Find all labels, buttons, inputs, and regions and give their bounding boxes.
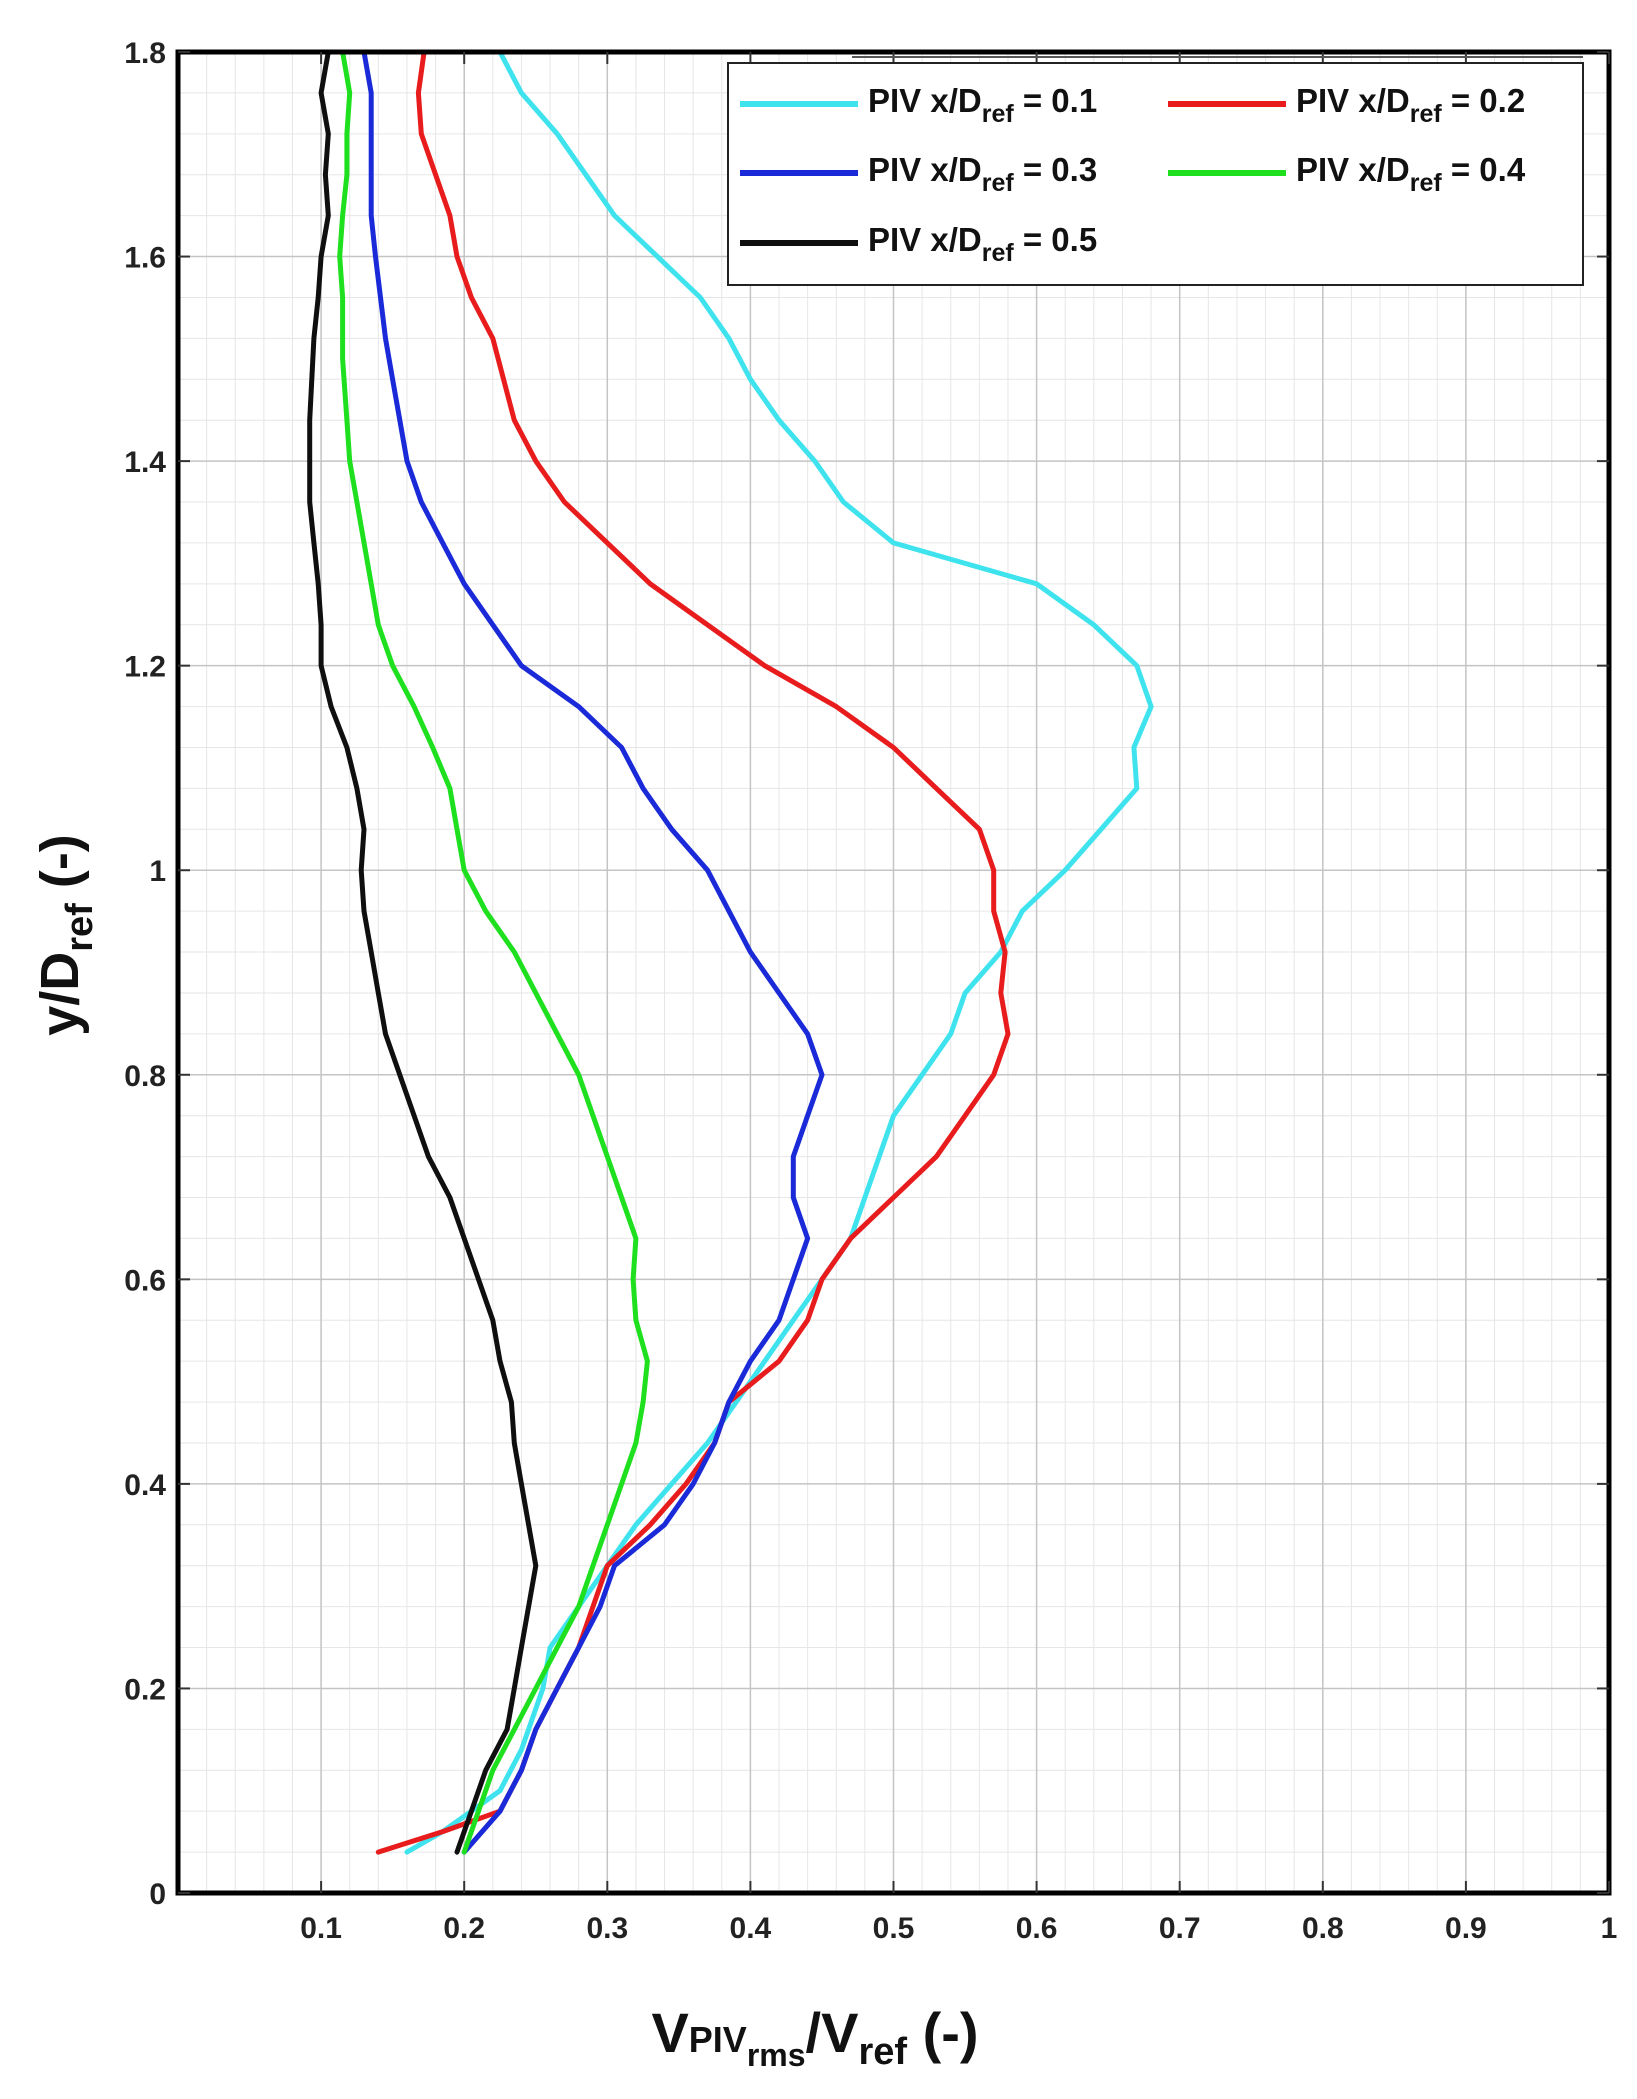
y-tick-label: 0.6: [124, 1264, 166, 1297]
x-tick-label: 0.4: [730, 1912, 772, 1945]
x-tick-label: 0.2: [443, 1912, 485, 1945]
legend-box: [727, 62, 1584, 286]
y-tick-label: 1.4: [124, 446, 166, 479]
y-tick-label: 0: [149, 1878, 166, 1911]
series-line-2: [361, 52, 825, 1855]
series-line-1: [375, 52, 1011, 1855]
y-axis-title-tail: (-): [30, 834, 90, 903]
y-tick-label: 1.8: [124, 37, 166, 70]
legend: PIV x/Dref = 0.1 PIV x/Dref = 0.2 PIV x/…: [727, 56, 1584, 286]
y-tick-label: 1: [149, 855, 166, 888]
series-line-4: [307, 52, 539, 1855]
legend-label-2: PIV x/Dref = 0.3: [868, 151, 1097, 197]
y-axis-title-main: y/D: [30, 952, 90, 1036]
y-axis-title: y/Dref (-): [30, 834, 101, 1036]
x-axis-title-sub: PIV: [689, 2019, 747, 2060]
legend-label-0: PIV x/Dref = 0.1: [868, 82, 1097, 128]
x-tick-label: 0.3: [586, 1912, 628, 1945]
series-line-3: [337, 52, 650, 1855]
y-tick-label: 0.4: [124, 1469, 166, 1502]
x-axis-title-main: V: [651, 2001, 688, 2064]
x-axis-title-sub2: ref: [858, 2031, 907, 2073]
x-tick-labels: 0.1 0.2 0.3 0.4 0.5 0.6 0.7 0.8 0.9 1: [300, 1912, 1617, 1945]
y-tick-label: 0.2: [124, 1673, 166, 1706]
x-axis-title-mid: /V: [806, 2001, 859, 2064]
y-tick-label: 0.8: [124, 1060, 166, 1093]
y-tick-label: 1.6: [124, 242, 166, 275]
x-axis-title-subsub: rms: [747, 2037, 806, 2073]
legend-label-1: PIV x/Dref = 0.2: [1296, 82, 1525, 128]
y-axis-title-sub: ref: [59, 903, 101, 952]
legend-label-3: PIV x/Dref = 0.4: [1296, 151, 1526, 197]
x-tick-label: 0.1: [300, 1912, 342, 1945]
x-tick-label: 0.8: [1302, 1912, 1344, 1945]
legend-label-4: PIV x/Dref = 0.5: [868, 221, 1097, 267]
x-tick-label: 0.6: [1016, 1912, 1058, 1945]
x-tick-label: 1: [1601, 1912, 1618, 1945]
series-layer: [307, 52, 1154, 1855]
x-axis-title: VPIVrms/Vref (-): [651, 2001, 978, 2073]
x-tick-label: 0.7: [1159, 1912, 1201, 1945]
y-tick-labels: 0 0.2 0.4 0.6 0.8 1 1.2 1.4 1.6 1.8: [124, 37, 166, 1911]
x-tick-label: 0.5: [873, 1912, 915, 1945]
x-tick-label: 0.9: [1445, 1912, 1487, 1945]
y-tick-label: 1.2: [124, 651, 166, 684]
series-line-0: [404, 52, 1154, 1855]
x-axis-title-tail: (-): [907, 2001, 979, 2064]
